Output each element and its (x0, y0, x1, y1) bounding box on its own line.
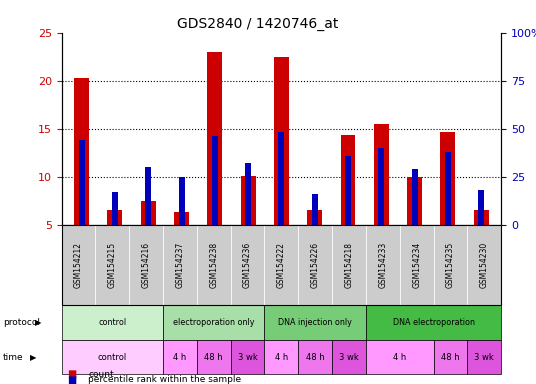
Bar (274, 56, 289, 225)
Text: GSM154238: GSM154238 (209, 242, 218, 288)
Text: DNA electroporation: DNA electroporation (392, 318, 474, 327)
Bar (412, 169, 418, 225)
Text: 48 h: 48 h (441, 353, 460, 362)
Text: 4 h: 4 h (275, 353, 288, 362)
Text: protocol: protocol (3, 318, 40, 327)
Text: GSM154234: GSM154234 (412, 242, 421, 288)
Text: ▶: ▶ (35, 318, 41, 327)
Bar (307, 210, 322, 225)
Text: GSM154237: GSM154237 (175, 242, 184, 288)
Bar (212, 136, 218, 225)
Text: electroporation only: electroporation only (173, 318, 255, 327)
Text: 3 wk: 3 wk (237, 353, 257, 362)
Text: GSM154222: GSM154222 (277, 242, 286, 288)
Text: GSM154233: GSM154233 (378, 242, 388, 288)
Bar (141, 201, 155, 225)
Text: 48 h: 48 h (204, 353, 223, 362)
Bar (107, 210, 122, 225)
Bar (378, 148, 384, 225)
Bar (245, 163, 251, 225)
Text: percentile rank within the sample: percentile rank within the sample (88, 375, 242, 384)
Bar (407, 177, 422, 225)
Text: ■: ■ (67, 375, 76, 384)
Text: ▶: ▶ (29, 353, 36, 362)
Text: DNA injection only: DNA injection only (278, 318, 352, 327)
Text: GSM154230: GSM154230 (480, 242, 489, 288)
Text: GSM154218: GSM154218 (345, 242, 354, 288)
Text: control: control (98, 353, 127, 362)
Text: control: control (98, 318, 126, 327)
Text: 48 h: 48 h (306, 353, 324, 362)
Bar (79, 140, 85, 225)
Text: 4 h: 4 h (173, 353, 187, 362)
Bar (478, 190, 484, 225)
Bar (374, 124, 389, 225)
Bar (441, 132, 456, 225)
Bar (145, 167, 151, 225)
Bar (112, 192, 118, 225)
Text: time: time (3, 353, 23, 362)
Bar (174, 212, 189, 225)
Bar (445, 152, 451, 225)
Bar (178, 177, 184, 225)
Text: 3 wk: 3 wk (339, 353, 359, 362)
Text: 4 h: 4 h (393, 353, 406, 362)
Text: count: count (88, 370, 114, 379)
Bar (312, 194, 318, 225)
Text: GSM154216: GSM154216 (142, 242, 151, 288)
Text: GSM154236: GSM154236 (243, 242, 252, 288)
Text: GSM154235: GSM154235 (446, 242, 455, 288)
Text: 3 wk: 3 wk (474, 353, 494, 362)
Text: GSM154215: GSM154215 (108, 242, 117, 288)
Bar (345, 156, 351, 225)
Bar (340, 136, 355, 225)
Bar (74, 78, 89, 225)
Text: ■: ■ (67, 369, 76, 379)
Bar (207, 52, 222, 225)
Bar (474, 210, 489, 225)
Bar (278, 132, 285, 225)
Text: GSM154226: GSM154226 (311, 242, 319, 288)
Bar (241, 176, 256, 225)
Text: GSM154212: GSM154212 (74, 242, 83, 288)
Text: GDS2840 / 1420746_at: GDS2840 / 1420746_at (176, 17, 338, 31)
